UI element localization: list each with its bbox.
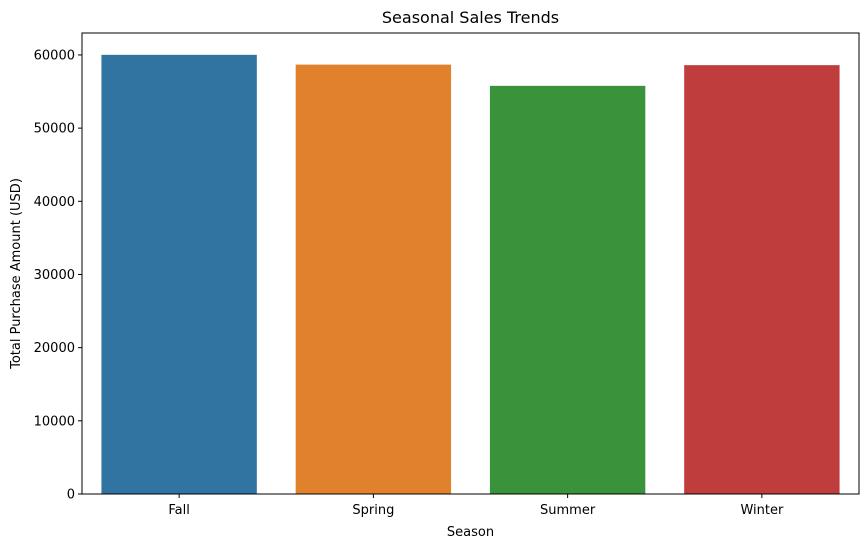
y-tick-label-0: 0 [67,488,75,503]
y-tick-label-50000: 50000 [34,122,75,137]
y-tick-label-20000: 20000 [34,341,75,356]
y-tick-label-40000: 40000 [34,195,75,210]
x-tick-label-fall: Fall [168,503,189,518]
y-tick-label-30000: 30000 [34,268,75,283]
x-tick-label-spring: Spring [352,503,394,518]
y-axis-label: Total Purchase Amount (USD) [9,178,24,370]
bar-fall [101,54,257,494]
x-tick-label-summer: Summer [540,503,596,518]
axes-layer: Fall Spring Summer Winter 0 10000 20000 30000 40… [34,32,860,518]
bar-winter [684,65,840,494]
x-axis-label: Season [447,525,494,540]
bars-layer [101,54,840,495]
bar-spring [295,64,452,494]
x-tick-label-winter: Winter [740,503,784,518]
y-tick-label-60000: 60000 [34,48,75,63]
plot-frame [81,32,860,495]
chart-title: Seasonal Sales Trends [382,8,559,27]
bar-summer [489,85,646,495]
y-tick-label-10000: 10000 [34,414,75,429]
